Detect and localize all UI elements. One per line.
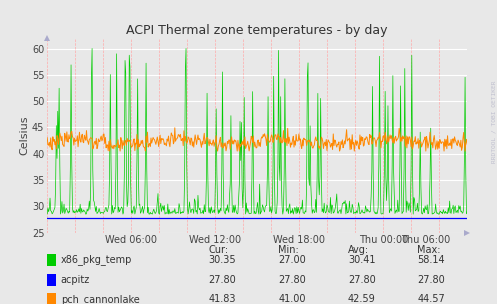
Text: 30.41: 30.41 (348, 255, 375, 265)
Text: 27.80: 27.80 (348, 275, 376, 285)
Text: 30.35: 30.35 (209, 255, 237, 265)
Text: 27.80: 27.80 (209, 275, 237, 285)
Text: 27.80: 27.80 (417, 275, 445, 285)
Text: Max:: Max: (417, 245, 441, 255)
Text: Avg:: Avg: (348, 245, 369, 255)
Title: ACPI Thermal zone temperatures - by day: ACPI Thermal zone temperatures - by day (126, 24, 388, 37)
Text: 44.57: 44.57 (417, 295, 445, 304)
Text: RRDTOOL / TOBI OETIKER: RRDTOOL / TOBI OETIKER (491, 80, 496, 163)
Text: acpitz: acpitz (61, 275, 90, 285)
Text: 27.00: 27.00 (278, 255, 306, 265)
Text: 41.83: 41.83 (209, 295, 236, 304)
Text: 42.59: 42.59 (348, 295, 376, 304)
Text: x86_pkg_temp: x86_pkg_temp (61, 254, 132, 265)
Text: Cur:: Cur: (209, 245, 229, 255)
Text: Min:: Min: (278, 245, 299, 255)
Text: 41.00: 41.00 (278, 295, 306, 304)
Text: pch_cannonlake: pch_cannonlake (61, 294, 139, 304)
Text: 27.80: 27.80 (278, 275, 306, 285)
Text: 58.14: 58.14 (417, 255, 445, 265)
Y-axis label: Celsius: Celsius (19, 116, 29, 155)
